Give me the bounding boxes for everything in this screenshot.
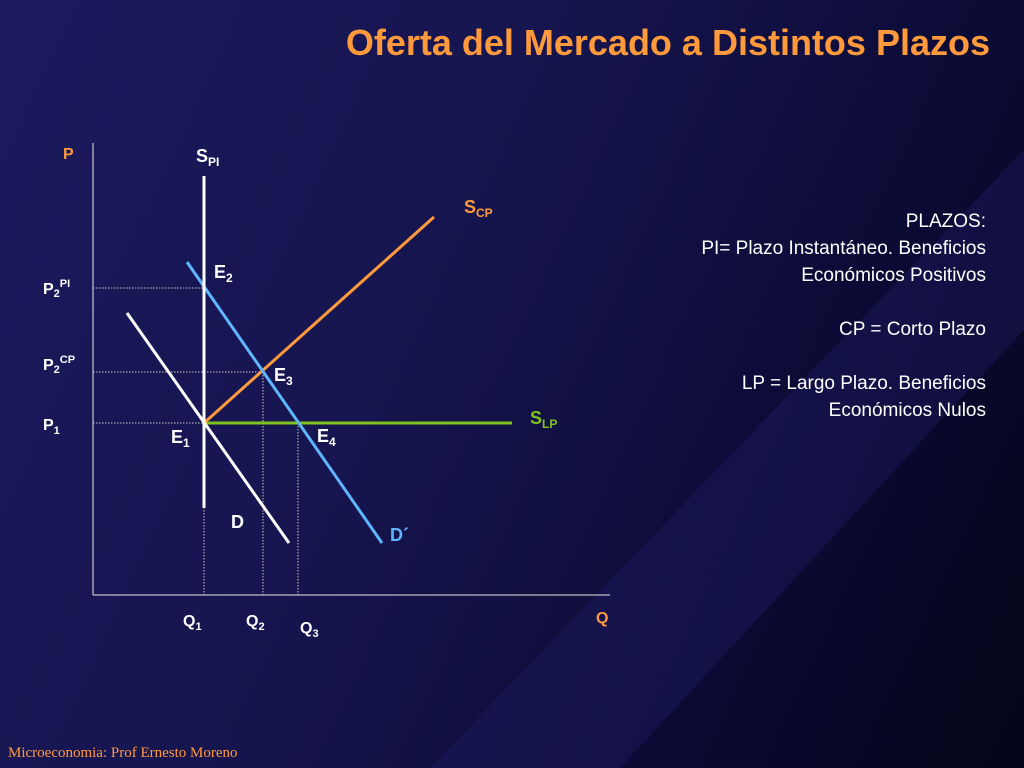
label-p1: P1 bbox=[43, 417, 60, 437]
label-q1: Q1 bbox=[183, 613, 202, 633]
label-p2-cp: P2CP bbox=[43, 354, 75, 376]
plazos-heading: PLAZOS: bbox=[905, 211, 986, 232]
label-e3: E3 bbox=[274, 365, 293, 388]
label-e2: E2 bbox=[214, 262, 233, 285]
slide-title: Oferta del Mercado a Distintos Plazos bbox=[345, 22, 990, 63]
label-q2: Q2 bbox=[246, 613, 265, 633]
label-e1: E1 bbox=[171, 427, 190, 450]
label-s-pi: SPI bbox=[196, 146, 219, 169]
slide-footer: Microeconomia: Prof Ernesto Moreno bbox=[8, 745, 238, 761]
plazos-pi-line2: Económicos Positivos bbox=[801, 265, 986, 286]
axis-p-label: P bbox=[63, 146, 74, 163]
label-e4: E4 bbox=[317, 426, 336, 449]
plazos-lp-line1: LP = Largo Plazo. Beneficios bbox=[741, 373, 986, 394]
label-p2-pi: P2PI bbox=[43, 278, 70, 300]
label-s-lp: SLP bbox=[530, 408, 557, 431]
plazos-pi-line1: PI= Plazo Instantáneo. Beneficios bbox=[701, 238, 986, 259]
axis-q-label: Q bbox=[596, 610, 608, 627]
label-demand-d: D bbox=[231, 512, 244, 532]
label-s-cp: SCP bbox=[464, 197, 493, 220]
demand-d-prime-line bbox=[185, 261, 384, 544]
demand-d-line bbox=[125, 312, 291, 544]
label-demand-d-prime: D´ bbox=[390, 525, 409, 545]
label-q3: Q3 bbox=[300, 620, 319, 640]
supply-cp-line bbox=[202, 215, 436, 425]
plazos-cp-line: CP = Corto Plazo bbox=[839, 319, 986, 340]
plazos-lp-line2: Económicos Nulos bbox=[828, 400, 986, 421]
plazos-legend: PLAZOS: PI= Plazo Instantáneo. Beneficio… bbox=[566, 208, 986, 424]
